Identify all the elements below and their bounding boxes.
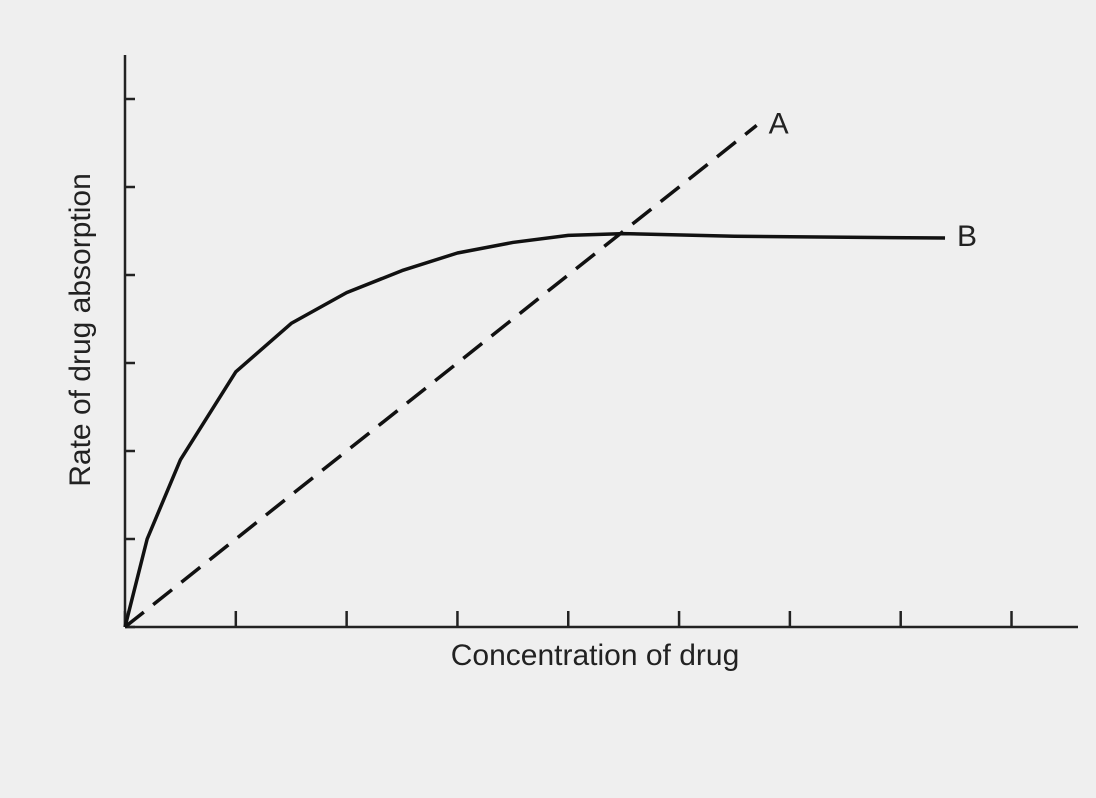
- series-line: [123, 124, 758, 629]
- y-axis-label: Rate of drug absorption: [64, 173, 97, 487]
- series-label: B: [957, 220, 977, 253]
- x-axis-label: Concentration of drug: [451, 639, 740, 672]
- series-label: A: [769, 107, 789, 140]
- series-line: [123, 231, 946, 628]
